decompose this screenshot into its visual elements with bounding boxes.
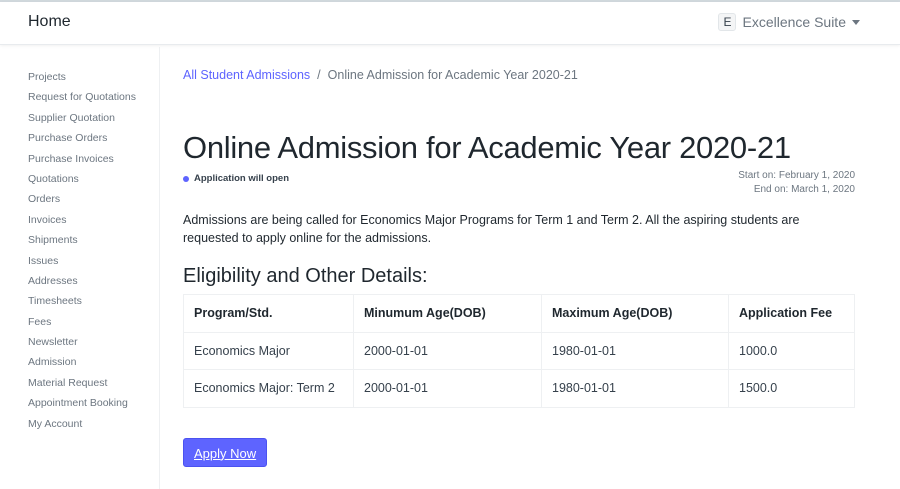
breadcrumb-current: Online Admission for Academic Year 2020-… xyxy=(327,68,578,82)
column-header: Application Fee xyxy=(728,294,855,333)
table-row: Economics Major 2000-01-01 1980-01-01 1000.… xyxy=(183,331,855,370)
status-text: Application will open xyxy=(194,173,289,184)
sidebar-item[interactable]: Newsletter xyxy=(28,336,78,349)
table-cell: 1980-01-01 xyxy=(541,369,729,408)
user-menu-label: Excellence Suite xyxy=(742,14,846,30)
sidebar-item[interactable]: Shipments xyxy=(28,234,78,247)
user-menu[interactable]: E Excellence Suite xyxy=(718,13,860,31)
column-header: Maximum Age(DOB) xyxy=(541,294,729,333)
sidebar-item[interactable]: Material Request xyxy=(28,376,108,389)
page-title: Online Admission for Academic Year 2020-… xyxy=(183,130,791,165)
sidebar-item[interactable]: Appointment Booking xyxy=(28,397,128,410)
avatar: E xyxy=(718,13,737,31)
end-date: End on: March 1, 2020 xyxy=(753,184,855,195)
table-cell: 1000.0 xyxy=(728,331,855,370)
dates: Start on: February 1, 2020 End on: March… xyxy=(738,169,855,197)
breadcrumb: All Student Admissions / Online Admission … xyxy=(183,68,855,82)
sidebar-item[interactable]: Quotations xyxy=(28,172,79,185)
table-cell: 2000-01-01 xyxy=(353,331,542,370)
status-badge: Application will open xyxy=(183,173,289,184)
navbar: Home E Excellence Suite xyxy=(0,2,900,45)
table-row: Economics Major: Term 2 2000-01-01 1980-01… xyxy=(183,369,855,408)
sidebar-item[interactable]: Purchase Orders xyxy=(28,132,108,145)
apply-now-button[interactable]: Apply Now xyxy=(183,437,268,467)
sidebar: Projects Request for Quotations Supplier Q… xyxy=(0,47,160,489)
sidebar-item[interactable]: Admission xyxy=(28,356,77,369)
sidebar-item[interactable]: Orders xyxy=(28,193,61,206)
table-header-row: Program/Std. Minumum Age(DOB) Maximum Age(… xyxy=(183,294,855,333)
breadcrumb-parent-link[interactable]: All Student Admissions xyxy=(183,68,311,82)
sidebar-item[interactable]: Supplier Quotation xyxy=(28,111,115,124)
table-cell: 1980-01-01 xyxy=(541,331,729,370)
sidebar-item[interactable]: Fees xyxy=(28,315,52,328)
start-date: Start on: February 1, 2020 xyxy=(738,170,855,181)
column-header: Program/Std. xyxy=(183,294,354,333)
status-dot-icon xyxy=(183,175,189,182)
sidebar-item[interactable]: Projects xyxy=(28,71,66,83)
sidebar-item[interactable]: Issues xyxy=(28,254,59,267)
section-heading: Eligibility and Other Details: xyxy=(183,265,428,287)
sidebar-item[interactable]: Timesheets xyxy=(28,295,82,308)
table-cell: Economics Major: Term 2 xyxy=(183,369,354,408)
main-content: All Student Admissions / Online Admission … xyxy=(183,47,855,467)
description: Admissions are being called for Economic… xyxy=(183,213,800,245)
eligibility-table: Program/Std. Minumum Age(DOB) Maximum Age(… xyxy=(183,294,855,408)
sidebar-item[interactable]: Request for Quotations xyxy=(28,91,136,104)
sidebar-item[interactable]: My Account xyxy=(28,417,83,430)
table-cell: 2000-01-01 xyxy=(353,369,542,408)
column-header: Minumum Age(DOB) xyxy=(353,294,542,333)
sidebar-item[interactable]: Invoices xyxy=(28,213,67,226)
table-cell: Economics Major xyxy=(183,331,354,370)
home-link[interactable]: Home xyxy=(28,13,71,30)
sidebar-item[interactable]: Addresses xyxy=(28,274,78,287)
sidebar-item[interactable]: Purchase Invoices xyxy=(28,152,114,165)
breadcrumb-separator: / xyxy=(317,68,321,82)
caret-down-icon xyxy=(852,19,860,25)
table-cell: 1500.0 xyxy=(728,369,855,408)
